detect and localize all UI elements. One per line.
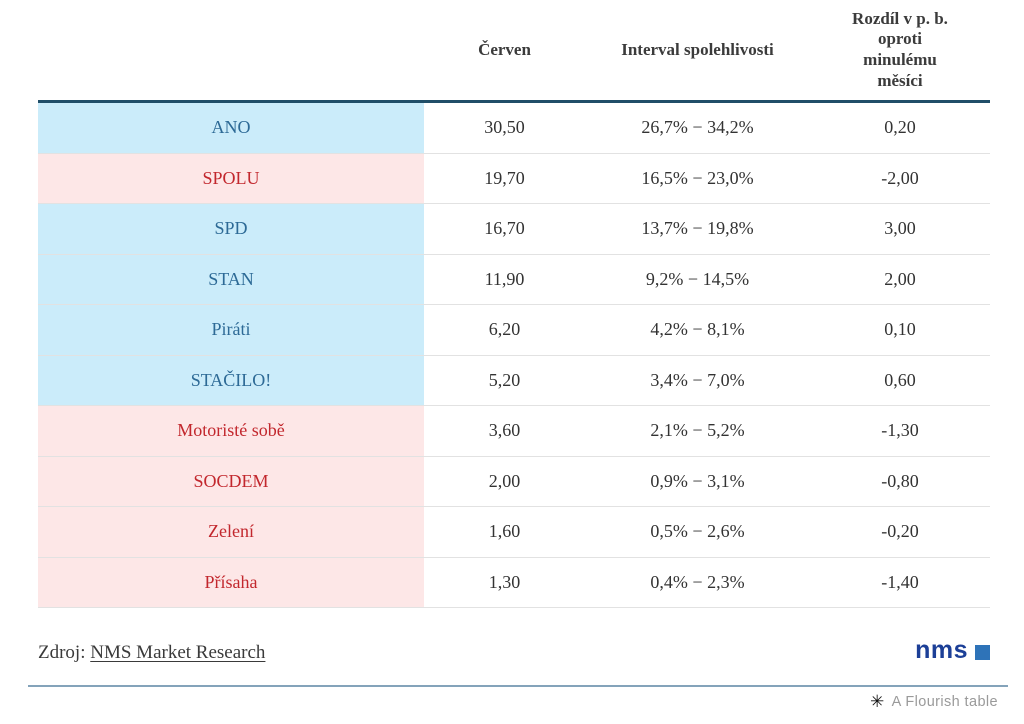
table-body: ANO 30,50 26,7% − 34,2% 0,20 SPOLU 19,70… bbox=[38, 101, 990, 608]
nms-logo: nms bbox=[915, 636, 990, 665]
table-row: Piráti 6,20 4,2% − 8,1% 0,10 bbox=[38, 304, 990, 355]
party-value: 19,70 bbox=[484, 167, 525, 188]
diff-value: 2,00 bbox=[884, 268, 916, 289]
party-value: 30,50 bbox=[484, 117, 525, 138]
confidence-interval: 0,9% − 3,1% bbox=[650, 470, 745, 491]
diff-value: -0,80 bbox=[881, 470, 919, 491]
party-value: 5,20 bbox=[488, 369, 521, 390]
table-row: SPOLU 19,70 16,5% − 23,0% -2,00 bbox=[38, 153, 990, 204]
party-name: SPOLU bbox=[202, 167, 260, 188]
party-value: 6,20 bbox=[488, 319, 521, 340]
party-name: Motoristé sobě bbox=[177, 420, 285, 441]
party-value: 1,60 bbox=[488, 521, 521, 542]
party-value: 3,60 bbox=[488, 420, 521, 441]
table-row: SOCDEM 2,00 0,9% − 3,1% -0,80 bbox=[38, 456, 990, 507]
party-name: STAN bbox=[208, 268, 254, 289]
confidence-interval: 2,1% − 5,2% bbox=[650, 420, 745, 441]
party-cell: SOCDEM bbox=[38, 456, 424, 507]
party-name: SPD bbox=[214, 218, 248, 239]
diff-value: 0,60 bbox=[884, 369, 916, 390]
footer-divider bbox=[28, 685, 1008, 687]
party-cell: ANO bbox=[38, 101, 424, 153]
party-cell: Motoristé sobě bbox=[38, 405, 424, 456]
flourish-flower-icon: ✳ bbox=[869, 692, 885, 712]
source-link[interactable]: NMS Market Research bbox=[90, 641, 266, 663]
confidence-interval: 26,7% − 34,2% bbox=[641, 117, 754, 138]
poll-table: Červen Interval spolehlivosti Rozdíl v p… bbox=[38, 0, 990, 608]
col-header-month: Červen bbox=[478, 39, 531, 59]
table-row: STAČILO! 5,20 3,4% − 7,0% 0,60 bbox=[38, 355, 990, 406]
party-value: 16,70 bbox=[484, 218, 525, 239]
party-cell: STAČILO! bbox=[38, 355, 424, 406]
party-cell: Zelení bbox=[38, 506, 424, 557]
party-cell: SPD bbox=[38, 203, 424, 254]
table-row: SPD 16,70 13,7% − 19,8% 3,00 bbox=[38, 203, 990, 254]
party-cell: Přísaha bbox=[38, 557, 424, 608]
confidence-interval: 0,5% − 2,6% bbox=[650, 521, 745, 542]
party-name: Piráti bbox=[211, 319, 251, 340]
confidence-interval: 3,4% − 7,0% bbox=[650, 369, 745, 390]
header-row: Červen Interval spolehlivosti Rozdíl v p… bbox=[38, 0, 990, 102]
confidence-interval: 16,5% − 23,0% bbox=[641, 167, 754, 188]
table-row: Přísaha 1,30 0,4% − 2,3% -1,40 bbox=[38, 557, 990, 608]
confidence-interval: 13,7% − 19,8% bbox=[641, 218, 754, 239]
diff-value: 0,20 bbox=[884, 117, 916, 138]
party-name: SOCDEM bbox=[193, 470, 269, 491]
diff-value: -0,20 bbox=[881, 521, 919, 542]
party-cell: SPOLU bbox=[38, 153, 424, 204]
col-header-diff: Rozdíl v p. b. oproti minulému měsíci bbox=[852, 8, 948, 90]
party-value: 11,90 bbox=[484, 268, 525, 289]
table-header: Červen Interval spolehlivosti Rozdíl v p… bbox=[38, 0, 990, 102]
confidence-interval: 0,4% − 2,3% bbox=[650, 571, 745, 592]
party-name: Přísaha bbox=[204, 571, 258, 592]
diff-value: 0,10 bbox=[884, 319, 916, 340]
source-line: Zdroj: NMS Market Research bbox=[38, 642, 265, 664]
diff-value: -1,30 bbox=[881, 420, 919, 441]
col-header-interval: Interval spolehlivosti bbox=[621, 39, 774, 59]
party-value: 1,30 bbox=[488, 571, 521, 592]
party-name: Zelení bbox=[208, 521, 254, 542]
nms-logo-square-icon bbox=[975, 645, 990, 660]
flourish-attribution[interactable]: ✳ A Flourish table bbox=[0, 692, 1024, 712]
party-name: ANO bbox=[211, 117, 251, 138]
confidence-interval: 4,2% − 8,1% bbox=[650, 319, 745, 340]
party-cell: Piráti bbox=[38, 304, 424, 355]
table-row: Motoristé sobě 3,60 2,1% − 5,2% -1,30 bbox=[38, 405, 990, 456]
diff-value: -2,00 bbox=[881, 167, 919, 188]
col-header-party bbox=[38, 0, 424, 102]
nms-wordmark: nms bbox=[915, 636, 968, 664]
flourish-attribution-label: A Flourish table bbox=[891, 694, 998, 710]
table-row: ANO 30,50 26,7% − 34,2% 0,20 bbox=[38, 101, 990, 153]
confidence-interval: 9,2% − 14,5% bbox=[645, 268, 750, 289]
table-row: Zelení 1,60 0,5% − 2,6% -0,20 bbox=[38, 506, 990, 557]
party-name: STAČILO! bbox=[190, 369, 272, 390]
table-row: STAN 11,90 9,2% − 14,5% 2,00 bbox=[38, 254, 990, 305]
party-value: 2,00 bbox=[488, 470, 521, 491]
diff-value: -1,40 bbox=[881, 571, 919, 592]
diff-value: 3,00 bbox=[884, 218, 916, 239]
source-prefix: Zdroj: bbox=[38, 641, 86, 663]
party-cell: STAN bbox=[38, 254, 424, 305]
